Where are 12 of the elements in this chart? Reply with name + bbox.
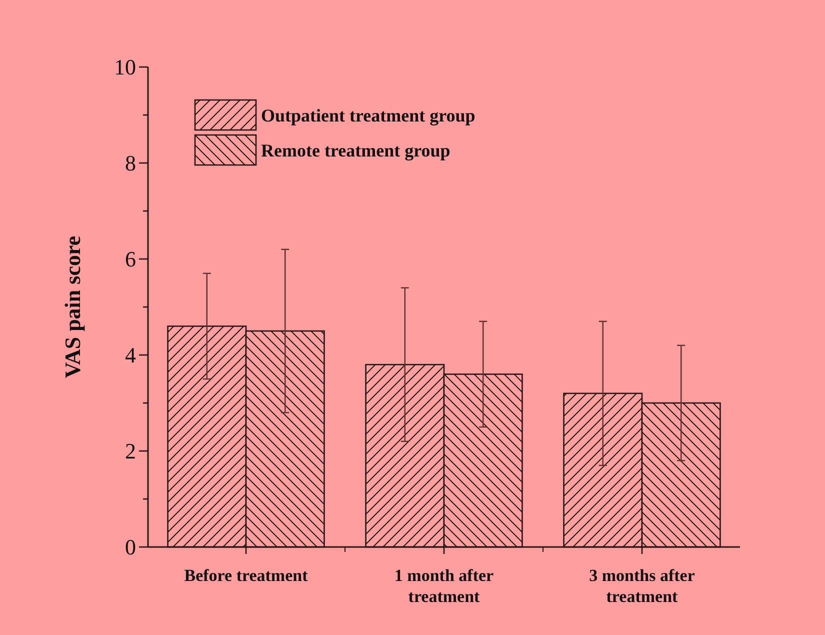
- y-tick-label: 8: [125, 150, 136, 176]
- x-tick-label: 3 months after treatment: [589, 566, 696, 606]
- x-tick-label: 1 month after treatment: [394, 566, 494, 606]
- y-axis-title: VAS pain score: [60, 236, 85, 378]
- y-tick-label: 4: [125, 342, 136, 368]
- legend-label: Outpatient treatment group: [261, 105, 476, 126]
- y-tick-label: 6: [125, 246, 136, 272]
- y-tick-label: 10: [114, 54, 136, 80]
- x-tick-label: Before treatment: [184, 566, 308, 585]
- legend-label: Remote treatment group: [261, 140, 450, 160]
- y-tick-label: 0: [125, 534, 136, 560]
- y-tick-label: 2: [125, 438, 136, 464]
